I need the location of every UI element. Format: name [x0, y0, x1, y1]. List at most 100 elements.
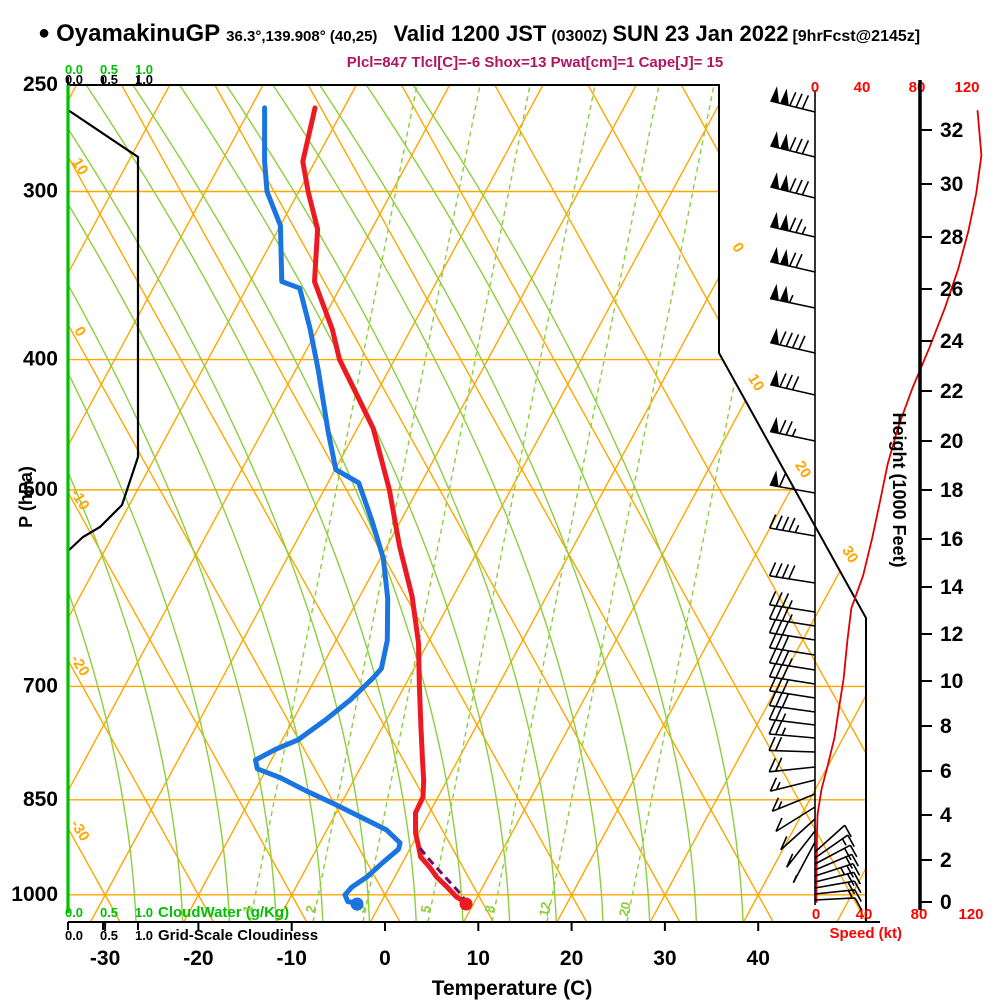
moist-adiabat-line [319, 85, 651, 922]
barb-shaft [769, 618, 816, 627]
barb-half-feather [781, 713, 787, 722]
barb-pennant [780, 133, 789, 151]
wind-barb [769, 369, 816, 396]
barb-half-feather [847, 890, 853, 898]
barb-feather [788, 565, 796, 580]
dry-adiabat-line [68, 85, 494, 922]
barb-feather [781, 593, 790, 608]
wind-barb [769, 777, 816, 792]
barb-shaft [769, 733, 816, 739]
barb-feather [779, 373, 787, 388]
speed-scale-label: 0 [812, 906, 820, 923]
wind-barb [814, 871, 862, 886]
barb-feather [775, 620, 783, 635]
moist-adiabat-line [412, 85, 744, 922]
barb-feather [768, 705, 777, 720]
mixing-ratio-line [362, 85, 531, 922]
wind-barb [769, 283, 816, 309]
barb-feather [768, 736, 776, 751]
barb-feather [781, 679, 790, 694]
height-tick-label: 0 [940, 891, 952, 914]
height-tick-label: 4 [940, 804, 952, 827]
mixing-ratio-line [312, 85, 481, 922]
wind-barb [768, 591, 816, 613]
height-tick-label: 8 [940, 715, 952, 738]
barb-pennant [770, 327, 779, 345]
wind-barb [768, 720, 816, 739]
temp-tick-label: 30 [653, 947, 676, 970]
height-tick-label: 14 [940, 576, 964, 599]
height-tick-label: 26 [940, 278, 963, 301]
pressure-tick-label: 850 [23, 788, 58, 811]
barb-feather [781, 621, 790, 636]
barb-shaft [769, 662, 816, 671]
cloudwater-scale-label: 0.0 [65, 62, 83, 77]
barb-pennant [770, 131, 780, 149]
barb-feather [768, 720, 776, 735]
cloudiness-scale-label: 0.5 [100, 928, 118, 943]
wind-barb [768, 705, 816, 726]
dry-adiabat-label: 0 [70, 324, 89, 340]
barb-shaft [780, 818, 816, 851]
temp-tick-label: 0 [379, 947, 391, 970]
barb-half-feather [791, 428, 797, 437]
cloudwater-scale-label: 0.5 [100, 905, 118, 920]
moist-adiabat-line [68, 85, 137, 922]
wind-barb [769, 416, 816, 442]
temperature-curve [300, 105, 470, 906]
wind-barb [770, 131, 816, 158]
height-tick-label: 6 [940, 760, 952, 783]
barb-shaft [769, 749, 816, 753]
barb-half-feather [792, 874, 798, 883]
barb-shaft [770, 779, 816, 792]
wind-barb [775, 806, 816, 833]
wind-barb [785, 830, 816, 868]
barb-feather [847, 834, 855, 848]
barb-pennant [770, 211, 779, 229]
barb-feather [852, 863, 861, 876]
barb-feather [788, 517, 796, 532]
barb-feather [781, 516, 790, 531]
dry-adiabat-line [68, 85, 401, 922]
wind-barb [768, 691, 816, 713]
wind-barb [814, 853, 860, 871]
moist-adiabat-line [85, 85, 417, 922]
speed-scale-label: 80 [909, 79, 926, 96]
barb-shaft [769, 260, 816, 273]
height-tick-label: 32 [940, 119, 963, 142]
barb-feather [779, 331, 787, 346]
barb-feather [775, 678, 783, 693]
cloudiness-scale-label: 1.0 [135, 72, 153, 87]
forecast-hour: [9hrFcst@2145z] [792, 28, 921, 45]
pressure-tick-label: 250 [23, 73, 58, 96]
isotherm-label: 10 [744, 371, 767, 394]
mixing-ratio-line [546, 85, 715, 922]
mixing-ratio-label: 2 [303, 904, 319, 914]
pressure-axis-title: P (hPa) [16, 466, 36, 528]
mixing-ratio-label: 1 [240, 904, 256, 914]
barb-feather [789, 91, 797, 107]
moist-adiabat-line [272, 85, 604, 922]
barb-feather [781, 693, 790, 708]
barb-pennant [770, 283, 779, 301]
barb-feather [791, 376, 800, 391]
mixing-ratio-label: 8 [482, 904, 498, 914]
mixing-ratio-label: 5 [418, 904, 434, 914]
barb-feather [785, 421, 793, 436]
barb-shaft [786, 830, 816, 868]
moist-adiabat-line [225, 85, 557, 922]
barb-half-feather [839, 867, 845, 875]
barb-half-feather [788, 658, 793, 667]
barb-pennant [770, 172, 780, 190]
dry-adiabat-line [120, 85, 588, 922]
barb-feather [849, 844, 858, 858]
barb-shaft [769, 647, 816, 656]
isotherm-line [183, 85, 637, 922]
surface-temperature-dot [459, 897, 473, 911]
wind-barb [814, 862, 861, 878]
dry-adiabat-line [68, 85, 215, 922]
temp-tick-label: 20 [560, 947, 583, 970]
wind-barb [768, 677, 816, 699]
skewt-background-grid [68, 85, 866, 922]
